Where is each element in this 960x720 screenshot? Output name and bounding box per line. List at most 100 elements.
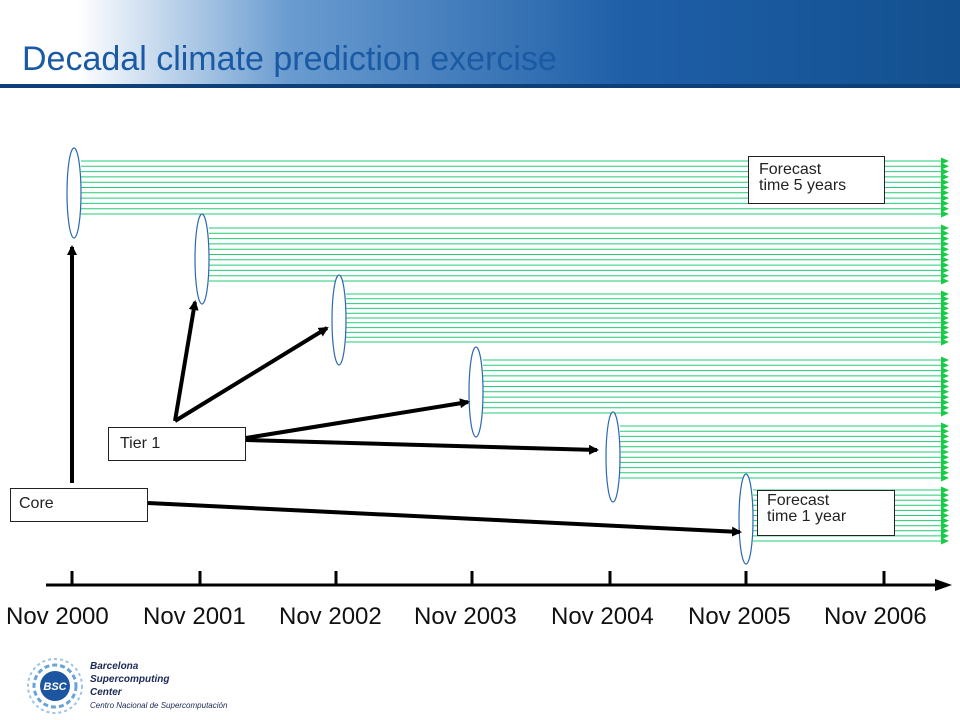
logo-line1: Barcelona	[90, 661, 139, 672]
forecast-arrowhead	[941, 398, 949, 406]
forecast-5-line1: Forecast	[759, 161, 822, 178]
forecast-arrowhead	[941, 235, 949, 243]
forecast-arrowhead	[941, 245, 949, 253]
forecast-arrowhead	[941, 157, 949, 165]
bsc-logo-text: Barcelona Supercomputing Center Centro N…	[90, 660, 227, 712]
header-banner: Decadal climate prediction exercise	[0, 0, 960, 88]
date-label-2005: Nov 2005	[688, 603, 791, 630]
tier1-arrow-2001	[173, 300, 199, 422]
forecast-arrowhead	[941, 537, 949, 545]
tier1-arrow-2003	[245, 398, 470, 440]
forecast-1-year-box: Forecast time 1 year	[757, 490, 895, 536]
core-box: Core	[10, 488, 148, 522]
start-date-ellipse	[66, 147, 82, 239]
forecast-arrowhead	[941, 383, 949, 390]
forecast-arrowhead	[941, 458, 949, 466]
forecast-arrowhead	[941, 304, 949, 312]
forecast-arrowhead	[941, 324, 949, 332]
forecast-arrowhead	[941, 356, 949, 364]
date-label-2000: Nov 2000	[6, 603, 109, 630]
forecast-arrowhead	[941, 229, 949, 237]
date-label-2003: Nov 2003	[414, 603, 517, 630]
forecast-arrowhead	[941, 240, 949, 248]
forecast-arrowhead	[941, 266, 949, 274]
logo-line4: Centro Nacional de Supercomputación	[90, 701, 228, 710]
start-date-ellipse	[194, 213, 210, 305]
forecast-arrowhead	[941, 393, 949, 401]
date-label-2006: Nov 2006	[824, 603, 927, 630]
start-date-ellipse	[605, 411, 621, 503]
forecast-arrowhead	[941, 432, 949, 440]
forecast-arrowhead	[941, 333, 949, 341]
header-gradient	[0, 0, 960, 88]
forecast-arrowhead	[941, 210, 949, 218]
forecast-arrowhead	[941, 277, 949, 285]
core-label: Core	[19, 495, 54, 512]
header-underline	[0, 84, 960, 88]
forecast-arrowhead	[941, 496, 949, 504]
forecast-arrowhead	[941, 527, 949, 535]
tier1-box: Tier 1	[108, 427, 246, 461]
forecast-arrowhead	[941, 372, 949, 380]
forecast-arrowhead	[941, 409, 949, 417]
logo-abbrev: BSC	[43, 681, 67, 693]
forecast-arrowhead	[941, 388, 949, 396]
forecast-arrowhead	[941, 290, 949, 298]
forecast-arrowhead	[941, 194, 949, 202]
page-title: Decadal climate prediction exercise	[22, 40, 557, 78]
bsc-logo-icon: BSC	[27, 658, 83, 714]
forecast-arrowhead	[941, 338, 949, 346]
forecast-arrowhead	[941, 319, 949, 327]
timeline-arrowhead	[935, 579, 952, 591]
forecast-arrowhead	[941, 448, 949, 456]
forecast-arrowhead	[941, 506, 949, 514]
forecast-arrowhead	[941, 261, 949, 269]
date-label-2001: Nov 2001	[143, 603, 246, 630]
forecast-arrowhead	[941, 168, 949, 176]
forecast-arrowhead	[941, 251, 949, 258]
core-arrow-2005	[147, 501, 742, 537]
forecast-arrowhead	[941, 517, 949, 525]
start-date-ellipses	[66, 147, 754, 565]
forecast-arrowhead	[941, 422, 949, 430]
forecast-arrowhead	[941, 474, 949, 482]
tier1-arrow-2002	[173, 326, 329, 423]
forecast-arrowhead	[941, 199, 949, 207]
forecast-arrowhead	[941, 443, 949, 451]
start-date-ellipse	[468, 346, 484, 438]
forecast-arrowhead	[941, 512, 949, 519]
forecast-arrowhead	[941, 404, 949, 412]
forecast-arrowhead	[941, 453, 949, 461]
forecast-arrowhead	[941, 189, 949, 197]
logo-line2: Supercomputing	[90, 674, 170, 685]
forecast-1-line2: time 1 year	[767, 508, 847, 525]
forecast-arrowhead	[941, 309, 949, 317]
forecast-arrowhead	[941, 328, 949, 336]
forecast-arrowhead	[941, 438, 949, 446]
forecast-arrowhead	[941, 314, 949, 322]
forecast-arrowhead	[941, 184, 949, 191]
timeline-ticks	[70, 571, 886, 586]
forecast-arrowhead	[941, 427, 949, 435]
forecast-arrowhead	[941, 469, 949, 477]
forecast-arrowhead	[941, 377, 949, 385]
start-date-ellipse	[331, 274, 347, 366]
forecast-arrowhead	[941, 224, 949, 232]
forecast-arrowhead	[941, 361, 949, 369]
forecast-arrowhead	[941, 295, 949, 303]
forecast-arrowhead	[941, 522, 949, 530]
date-label-2002: Nov 2002	[279, 603, 382, 630]
forecast-arrowhead	[941, 491, 949, 499]
forecast-5-line2: time 5 years	[759, 177, 847, 194]
forecast-arrowhead	[941, 300, 949, 308]
forecast-arrowhead	[941, 532, 949, 540]
ensemble-forecast-lines	[81, 157, 949, 545]
forecast-arrowhead	[941, 272, 949, 280]
forecast-arrowhead	[941, 173, 949, 181]
tier1-arrow-2004	[245, 438, 599, 455]
forecast-arrowhead	[941, 256, 949, 264]
logo-line3: Center	[90, 687, 122, 698]
tier1-label: Tier 1	[120, 435, 161, 452]
forecast-arrowhead	[941, 367, 949, 375]
